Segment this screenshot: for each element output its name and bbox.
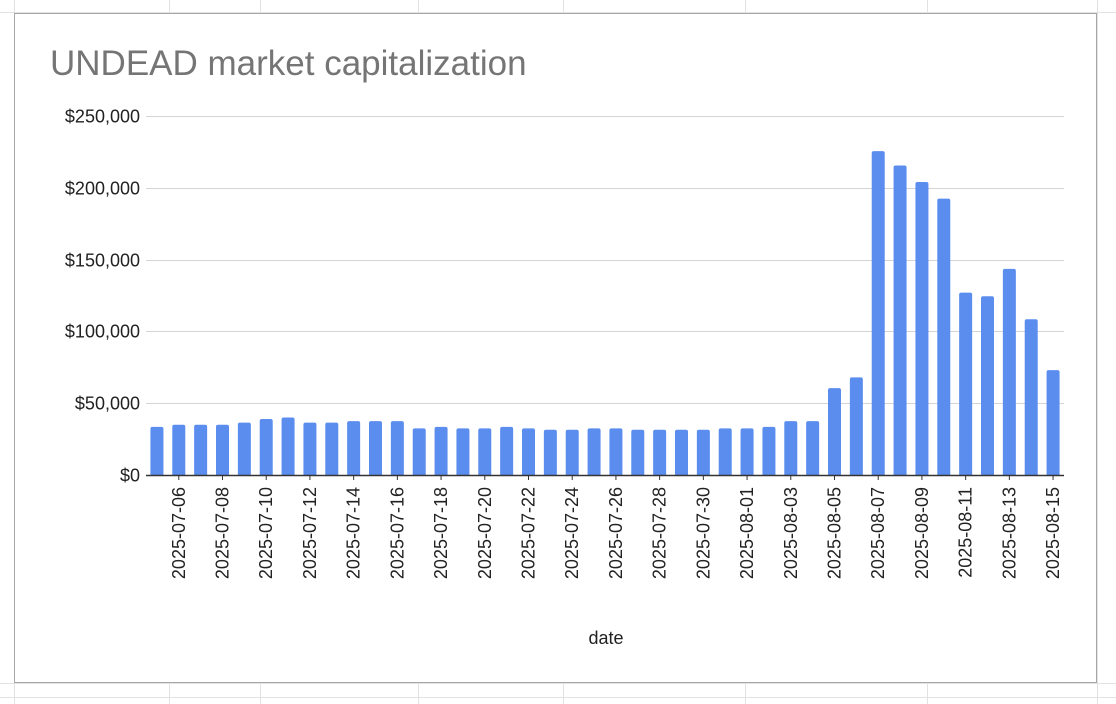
bar-2025-07-13[interactable] [325,422,339,475]
x-tick-label: 2025-07-06 [169,487,189,579]
x-tick-label: 2025-08-15 [1043,487,1063,579]
x-tick-label: 2025-08-05 [825,487,845,579]
bar-2025-07-08[interactable] [216,424,229,475]
bar-2025-08-15[interactable] [1046,370,1060,475]
bar-2025-08-12[interactable] [981,296,994,475]
y-tick-label: $200,000 [65,179,140,199]
bar-2025-07-24[interactable] [565,429,579,475]
y-tick-label: $150,000 [65,251,140,271]
bar-2025-07-17[interactable] [412,428,426,475]
bar-2025-08-08[interactable] [893,165,907,476]
bar-2025-08-01[interactable] [740,428,754,475]
x-axis-ticks [178,475,1054,480]
y-tick-label: $250,000 [65,107,140,127]
bar-2025-07-21[interactable] [500,426,514,475]
bar-2025-07-30[interactable] [696,429,710,475]
bar-2025-07-11[interactable] [281,417,295,475]
bar-2025-07-22[interactable] [522,428,535,475]
bar-2025-07-12[interactable] [303,422,317,475]
bar-2025-07-18[interactable] [434,426,448,475]
bar-2025-07-31[interactable] [718,428,732,475]
bar-2025-07-25[interactable] [587,428,601,475]
bar-2025-07-16[interactable] [390,421,404,475]
bar-2025-07-09[interactable] [237,422,251,475]
x-tick-label: 2025-07-18 [431,487,451,579]
x-tick-label: 2025-07-24 [562,487,582,579]
x-tick-label: 2025-08-11 [956,487,976,578]
bar-2025-08-04[interactable] [806,421,820,475]
bar-2025-07-20[interactable] [478,428,492,475]
bar-2025-07-19[interactable] [456,428,470,475]
x-tick-label: 2025-07-08 [213,487,233,579]
chart-title: UNDEAD market capitalization [50,44,527,83]
x-tick-label: 2025-08-13 [999,487,1019,579]
bar-2025-07-28[interactable] [653,429,667,475]
bar-2025-08-06[interactable] [849,377,863,475]
bar-2025-08-05[interactable] [828,388,841,475]
x-tick-label: 2025-07-28 [650,487,670,579]
bar-2025-07-07[interactable] [194,424,208,475]
bar-2025-07-05[interactable] [150,426,164,475]
x-axis-title: date [588,628,623,648]
x-tick-label: 2025-07-12 [300,487,320,579]
bar-2025-07-27[interactable] [631,429,645,475]
x-tick-label: 2025-08-09 [912,487,932,579]
bar-2025-07-06[interactable] [172,424,186,475]
y-tick-label: $0 [120,466,140,486]
x-tick-label: 2025-07-16 [387,487,407,579]
x-tick-label: 2025-07-22 [519,487,539,579]
bar-2025-08-10[interactable] [937,198,951,475]
y-tick-label: $100,000 [65,322,140,342]
bar-2025-07-29[interactable] [675,429,688,475]
bar-2025-08-11[interactable] [959,292,973,475]
bar-2025-08-03[interactable] [784,421,798,475]
bar-2025-07-10[interactable] [259,418,273,475]
bar-2025-08-14[interactable] [1024,319,1038,475]
bar-2025-07-14[interactable] [347,421,361,475]
x-tick-label: 2025-07-30 [693,487,713,579]
bars [150,151,1060,476]
x-tick-label: 2025-07-10 [256,487,276,579]
bar-2025-08-13[interactable] [1002,268,1016,475]
x-axis-tick-labels: 2025-07-06 2025-07-08 2025-07-10 2025-07-12… [169,487,1063,579]
y-gridlines [146,116,1064,404]
x-tick-label: 2025-07-26 [606,487,626,579]
chart-container[interactable]: UNDEAD market capitalization $0 $50,000 $1… [14,13,1097,683]
bar-2025-08-02[interactable] [762,426,776,475]
bar-2025-07-15[interactable] [369,421,382,475]
bar-2025-07-26[interactable] [609,428,623,475]
x-tick-label: 2025-07-20 [475,487,495,579]
bar-2025-08-09[interactable] [915,182,929,475]
bar-2025-08-07[interactable] [871,151,885,475]
x-tick-label: 2025-08-03 [781,487,801,579]
bar-chart: $0 $50,000 $100,000 $150,000 $200,000 $250,00… [65,107,1064,648]
x-tick-label: 2025-08-07 [868,487,888,579]
y-tick-label: $50,000 [75,394,140,414]
y-axis-tick-labels: $0 $50,000 $100,000 $150,000 $200,000 $250,00… [65,107,140,486]
x-tick-label: 2025-07-14 [344,487,364,579]
bar-2025-07-23[interactable] [543,429,557,475]
x-tick-label: 2025-08-01 [737,487,757,579]
